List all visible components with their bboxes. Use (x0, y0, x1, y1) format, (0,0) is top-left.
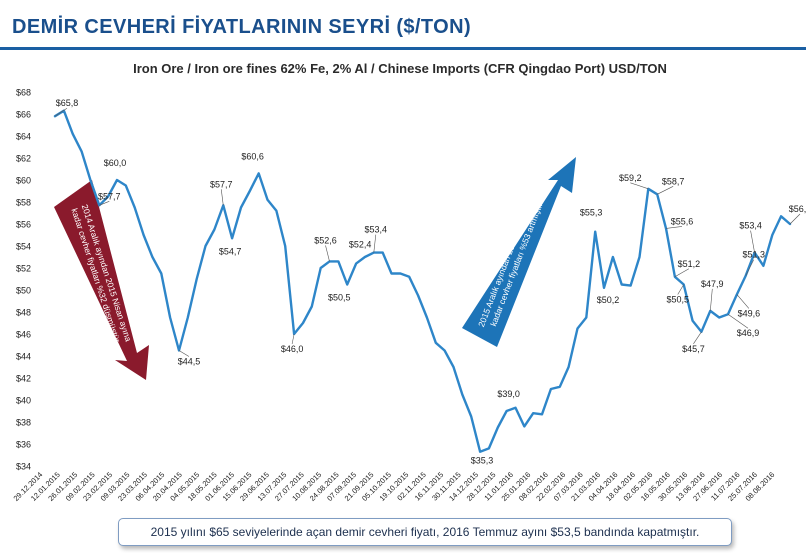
y-tick-label: $34 (16, 462, 31, 472)
data-label-leader (178, 350, 190, 357)
y-tick-label: $54 (16, 242, 31, 252)
data-label-leader (677, 284, 684, 295)
title-divider (0, 47, 806, 50)
data-label: $55,3 (580, 208, 603, 218)
y-tick-label: $62 (16, 154, 31, 164)
data-label: $59,2 (619, 173, 642, 183)
data-label-leader (693, 331, 702, 344)
data-label: $60,0 (104, 158, 127, 168)
data-label: $50,5 (666, 295, 689, 305)
y-tick-label: $36 (16, 440, 31, 450)
data-label: $51,3 (742, 250, 765, 260)
data-label: $55,6 (671, 216, 694, 226)
data-label: $57,7 (210, 179, 233, 189)
data-label-leader (750, 230, 755, 253)
data-label-leader (665, 226, 683, 229)
data-label: $50,5 (328, 293, 351, 303)
data-label: $54,7 (219, 246, 242, 256)
y-tick-label: $64 (16, 132, 31, 142)
data-label-leader (220, 189, 224, 206)
data-label: $47,9 (701, 279, 724, 289)
up-arrow-text: 2015 Aralık ayından 2016 Nisan ayınakada… (476, 190, 547, 332)
data-label: $53,4 (739, 221, 762, 231)
y-tick-label: $66 (16, 110, 31, 120)
data-label: $57,7 (98, 191, 121, 201)
down-arrow-shape (54, 180, 149, 380)
data-label: $60,6 (241, 151, 264, 161)
data-label-leader (727, 313, 749, 329)
data-label-leader (325, 245, 330, 262)
chart-title: Iron Ore / Iron ore fines 62% Fe, 2% Al … (133, 61, 667, 76)
data-label-leader (291, 333, 295, 345)
data-label-leader (630, 182, 649, 190)
data-label: $53,4 (365, 225, 388, 235)
page-title: DEMİR CEVHERİ FİYATLARININ SEYRİ ($/TON) (12, 16, 472, 38)
y-tick-label: $46 (16, 330, 31, 340)
data-label: $50,2 (597, 295, 620, 305)
up-arrow-shape (462, 157, 576, 347)
data-label-leader (54, 107, 68, 117)
y-tick-label: $38 (16, 418, 31, 428)
data-label-leader (657, 186, 674, 195)
y-tick-label: $68 (16, 88, 31, 98)
data-label-leader (99, 201, 110, 206)
data-label: $49,6 (738, 308, 761, 318)
data-label: $51,2 (678, 259, 701, 269)
y-tick-label: $42 (16, 374, 31, 384)
y-tick-label: $60 (16, 176, 31, 186)
data-label: $35,3 (471, 456, 494, 466)
data-label: $56,0 (789, 204, 806, 214)
data-label-leader (789, 213, 801, 225)
data-label-leader (710, 288, 713, 311)
footer-note: 2015 yılını $65 seviyelerinde açan demir… (118, 518, 732, 546)
data-labels-layer: $65,8 $57,7 $60,0 $44,5 $57,7 $54,7 $60,6 $46,0… (54, 98, 806, 466)
data-label-leader (736, 294, 750, 309)
data-label: $46,9 (737, 328, 760, 338)
data-label: $39,0 (497, 389, 520, 399)
data-label-leader (674, 268, 690, 278)
data-label: $45,7 (682, 344, 705, 354)
series-layer (53, 109, 792, 453)
data-label: $52,4 (349, 240, 372, 250)
footer-note-text: 2015 yılını $65 seviyelerinde açan demir… (150, 525, 700, 539)
y-tick-label: $44 (16, 352, 31, 362)
data-label-leader (373, 234, 377, 253)
data-label-leader (745, 259, 754, 276)
y-tick-label: $58 (16, 198, 31, 208)
price-series-line (53, 109, 792, 453)
data-label: $65,8 (56, 98, 79, 108)
y-tick-label: $48 (16, 308, 31, 318)
y-axis: $34 $36 $38 $40 $42 $44 $46 $48 $50 $52 $54 $56 $58 $… (16, 88, 31, 472)
y-tick-label: $52 (16, 264, 31, 274)
data-label: $46,0 (281, 344, 304, 354)
y-tick-label: $50 (16, 286, 31, 296)
y-tick-label: $40 (16, 396, 31, 406)
up-trend-callout: 2015 Aralık ayından 2016 Nisan ayınakada… (462, 157, 576, 347)
y-tick-label: $56 (16, 220, 31, 230)
data-label: $44,5 (178, 357, 201, 367)
data-label: $58,7 (662, 176, 685, 186)
data-label: $52,6 (314, 235, 337, 245)
x-axis: 29.12.201412.01.201526.01.201509.02.2015… (12, 470, 777, 503)
